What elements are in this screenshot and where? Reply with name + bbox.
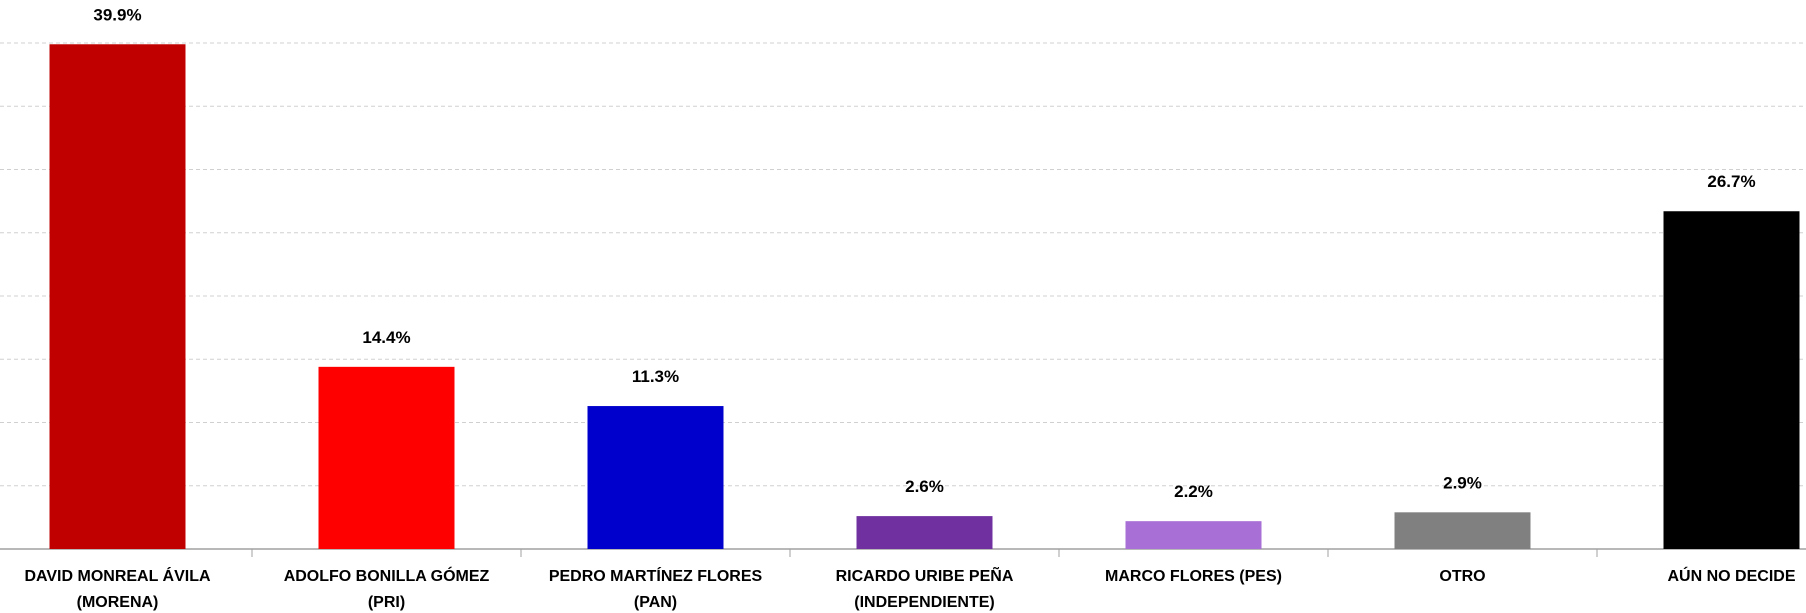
value-label: 2.2% xyxy=(1174,482,1213,501)
bar xyxy=(49,44,186,549)
bar xyxy=(1125,521,1262,549)
bar xyxy=(856,516,993,549)
value-label: 2.9% xyxy=(1443,473,1482,492)
x-tick-label: PEDRO MARTÍNEZ FLORES (PAN) xyxy=(548,568,763,611)
value-label: 2.6% xyxy=(905,477,944,496)
value-label: 11.3% xyxy=(632,367,679,386)
x-tick-label: ADOLFO BONILLA GÓMEZ (PRI) xyxy=(283,568,490,611)
value-label: 26.7% xyxy=(1707,172,1755,191)
value-label: 14.4% xyxy=(362,328,410,347)
x-tick-label: OTRO xyxy=(1439,568,1486,585)
x-tick-label: MARCO FLORES (PES) xyxy=(1105,568,1282,585)
bar xyxy=(318,366,455,549)
x-tick-label: DAVID MONREAL ÁVILA (MORENA) xyxy=(24,568,211,611)
x-tick-label: RICARDO URIBE PEÑA (INDEPENDIENTE) xyxy=(835,568,1014,611)
bar xyxy=(1663,211,1800,549)
value-label: 39.9% xyxy=(93,5,141,24)
bar xyxy=(587,406,724,549)
x-tick-label: AÚN NO DECIDE xyxy=(1667,568,1796,585)
bar xyxy=(1394,512,1531,549)
